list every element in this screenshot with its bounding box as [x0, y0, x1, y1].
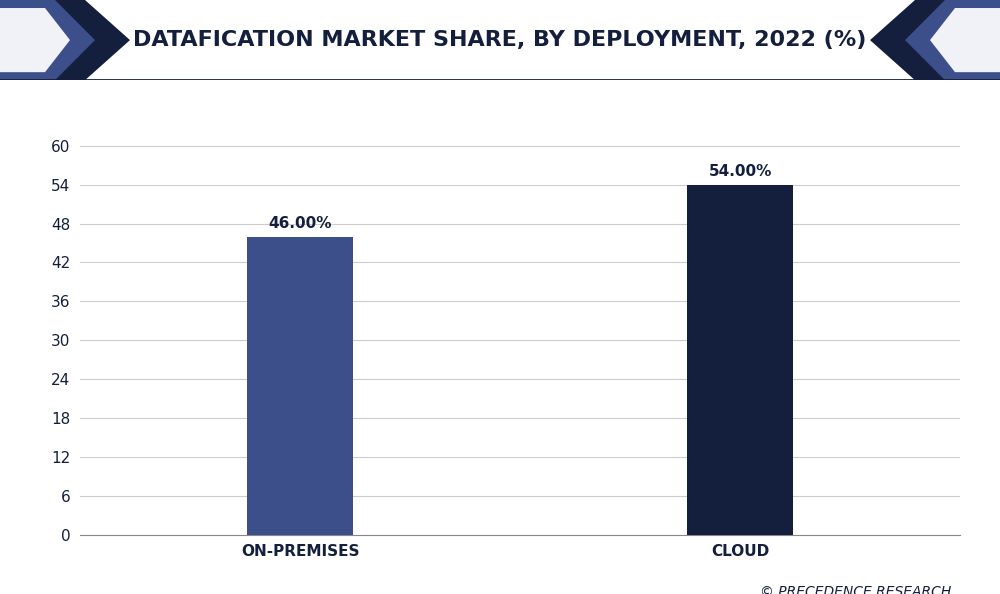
Polygon shape: [0, 0, 95, 80]
Bar: [247, 236, 353, 535]
Polygon shape: [930, 8, 1000, 72]
Bar: [687, 185, 793, 535]
Polygon shape: [0, 0, 130, 80]
Text: 46.00%: 46.00%: [268, 216, 332, 231]
Polygon shape: [870, 0, 1000, 80]
Text: 54.00%: 54.00%: [708, 165, 772, 179]
Polygon shape: [0, 8, 70, 72]
Polygon shape: [905, 0, 1000, 80]
Text: © PRECEDENCE RESEARCH: © PRECEDENCE RESEARCH: [760, 584, 951, 594]
Text: DATAFICATION MARKET SHARE, BY DEPLOYMENT, 2022 (%): DATAFICATION MARKET SHARE, BY DEPLOYMENT…: [133, 30, 867, 50]
